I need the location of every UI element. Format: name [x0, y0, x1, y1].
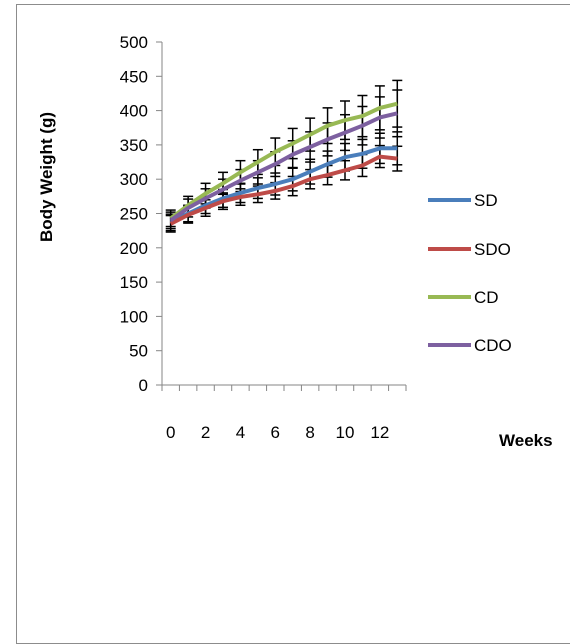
- x-tick-label: 0: [166, 423, 175, 442]
- series-line-cd: [169, 101, 398, 220]
- legend: SD SDO CD CDO: [428, 191, 512, 355]
- y-tick-label: 350: [120, 136, 148, 155]
- y-tick-label: 50: [129, 342, 148, 361]
- series-lines: [169, 101, 398, 226]
- legend-label-sdo: SDO: [474, 240, 511, 259]
- y-tick-label: 0: [139, 376, 148, 395]
- y-tick-label: 450: [120, 67, 148, 86]
- x-tick-label: 2: [201, 423, 210, 442]
- y-tick-label: 200: [120, 239, 148, 258]
- legend-label-cdo: CDO: [474, 336, 512, 355]
- series-line-cdo: [169, 111, 398, 223]
- legend-label-sd: SD: [474, 191, 498, 210]
- x-tick-label: 8: [305, 423, 314, 442]
- axes: [156, 41, 407, 391]
- tick-labels: 0 50 100 150 200 250 300 350 400 450 500 0 2 4 6 8 10 12: [120, 33, 390, 442]
- y-tick-label: 400: [120, 102, 148, 121]
- legend-label-cd: CD: [474, 288, 499, 307]
- y-tick-label: 500: [120, 33, 148, 52]
- x-tick-label: 10: [336, 423, 355, 442]
- y-tick-label: 100: [120, 307, 148, 326]
- y-tick-label: 150: [120, 273, 148, 292]
- x-tick-label: 4: [236, 423, 245, 442]
- x-tick-label: 12: [370, 423, 389, 442]
- y-tick-label: 300: [120, 170, 148, 189]
- y-axis-title: Body Weight (g): [37, 112, 56, 242]
- y-tick-label: 250: [120, 205, 148, 224]
- series-line-sdo: [169, 154, 398, 226]
- x-tick-label: 6: [271, 423, 280, 442]
- x-axis-title: Weeks: [499, 431, 553, 450]
- series-line-sd: [169, 146, 398, 225]
